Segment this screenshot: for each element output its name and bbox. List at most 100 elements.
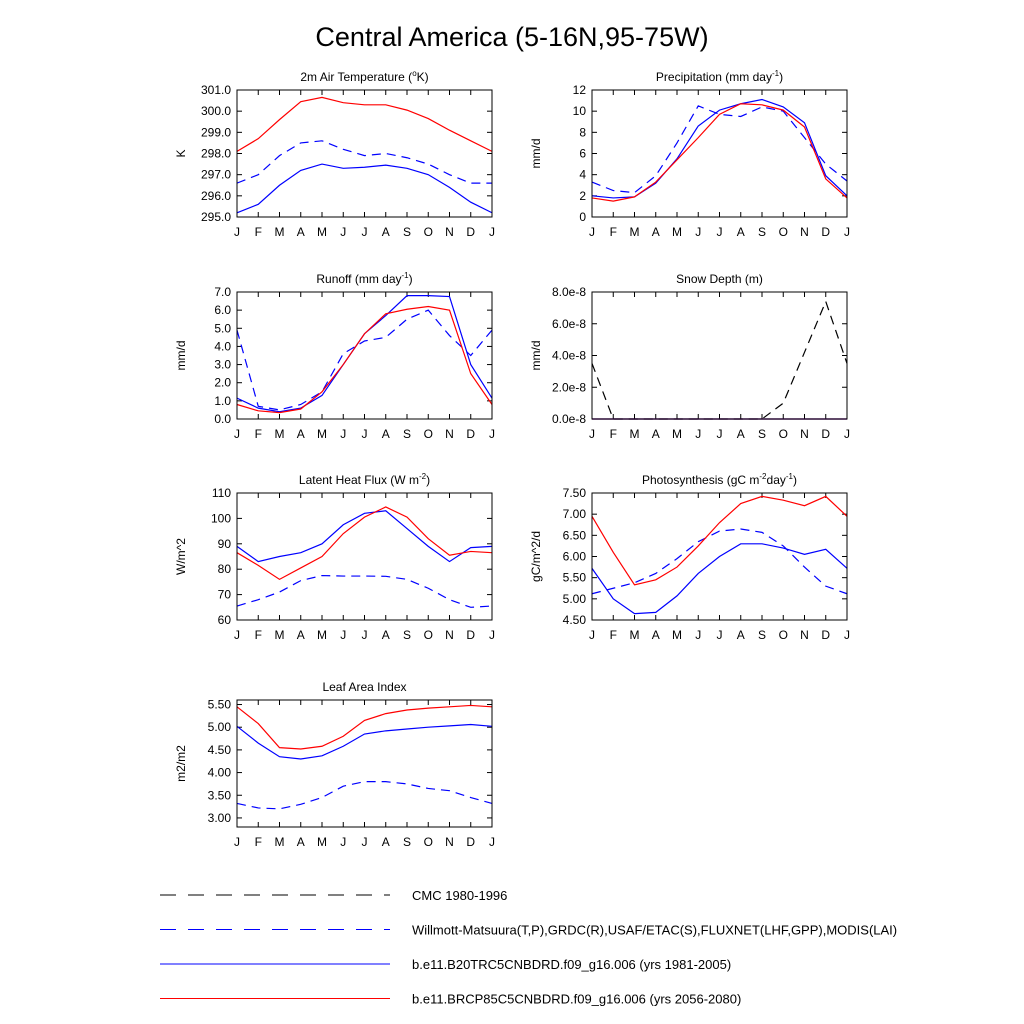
title-part: Latent Heat Flux (W m <box>299 473 419 487</box>
panel-title: Snow Depth (m) <box>676 272 763 286</box>
x-tick-label: F <box>610 628 617 642</box>
y-tick-label: 4 <box>579 168 586 182</box>
x-tick-label: O <box>424 225 433 239</box>
legend-label: Willmott-Matsuura(T,P),GRDC(R),USAF/ETAC… <box>412 923 897 938</box>
y-tick-label: 5.00 <box>563 592 587 606</box>
y-tick-label: 299.0 <box>201 125 231 139</box>
y-tick-label: 297.0 <box>201 168 231 182</box>
x-tick-label: S <box>403 427 411 441</box>
x-tick-label: A <box>737 628 745 642</box>
title-part: Leaf Area Index <box>322 680 406 694</box>
y-tick-label: 301.0 <box>201 83 231 97</box>
x-tick-label: J <box>234 225 240 239</box>
y-tick-label: 80 <box>218 562 232 576</box>
x-tick-label: J <box>844 427 850 441</box>
x-tick-label: A <box>382 628 390 642</box>
x-tick-label: J <box>695 628 701 642</box>
legend-label: b.e11.BRCP85C5CNBDRD.f09_g16.006 (yrs 20… <box>412 992 741 1007</box>
x-tick-label: J <box>234 835 240 849</box>
x-tick-label: A <box>737 427 745 441</box>
y-tick-label: 10 <box>573 104 587 118</box>
title-part: ) <box>779 70 783 84</box>
x-tick-label: J <box>340 628 346 642</box>
series-line <box>591 105 848 194</box>
title-part: K) <box>417 70 429 84</box>
x-tick-label: J <box>489 835 495 849</box>
x-tick-label: J <box>340 835 346 849</box>
x-tick-label: N <box>445 225 454 239</box>
series-line <box>591 528 848 595</box>
y-tick-label: 5.0 <box>214 321 231 335</box>
y-axis-label: mm/d <box>174 341 188 371</box>
title-part: day <box>767 473 786 487</box>
y-tick-label: 12 <box>573 83 587 97</box>
plot-frame <box>591 89 848 218</box>
title-part: -1 <box>402 271 410 280</box>
x-tick-label: J <box>589 427 595 441</box>
y-tick-label: 300.0 <box>201 104 231 118</box>
y-tick-label: 2.0e-8 <box>552 380 586 394</box>
x-tick-label: J <box>589 628 595 642</box>
series-line <box>591 543 848 615</box>
y-tick-label: 6.50 <box>563 528 587 542</box>
x-tick-label: J <box>489 628 495 642</box>
x-tick-label: A <box>382 225 390 239</box>
x-tick-label: J <box>717 628 723 642</box>
title-part: -2 <box>759 472 767 481</box>
panel-title: Latent Heat Flux (W m-2) <box>299 472 430 487</box>
x-tick-label: N <box>445 628 454 642</box>
y-tick-label: 90 <box>218 537 232 551</box>
y-tick-label: 298.0 <box>201 147 231 161</box>
y-tick-label: 4.50 <box>208 743 232 757</box>
panel-title: Precipitation (mm day-1) <box>656 69 783 84</box>
x-tick-label: M <box>630 427 640 441</box>
title-part: -1 <box>772 69 780 78</box>
series-line <box>236 510 493 563</box>
y-axis-label: mm/d <box>529 341 543 371</box>
x-tick-label: S <box>403 835 411 849</box>
x-tick-label: A <box>297 225 305 239</box>
x-tick-label: M <box>275 628 285 642</box>
series-line <box>236 305 493 414</box>
y-tick-label: 60 <box>218 613 232 627</box>
plot-frame <box>591 291 848 420</box>
x-tick-label: J <box>362 225 368 239</box>
x-tick-label: D <box>466 427 475 441</box>
y-axis-label: K <box>174 149 188 157</box>
x-tick-label: M <box>317 225 327 239</box>
title-part: Precipitation (mm day <box>656 70 772 84</box>
x-tick-label: A <box>382 835 390 849</box>
y-tick-label: 7.50 <box>563 486 587 500</box>
y-tick-label: 4.50 <box>563 613 587 627</box>
y-tick-label: 7.0 <box>214 285 231 299</box>
series-line <box>236 295 493 413</box>
plot-frame <box>236 89 493 218</box>
x-tick-label: O <box>424 628 433 642</box>
x-tick-label: M <box>275 427 285 441</box>
series-line <box>591 495 848 586</box>
x-tick-label: A <box>652 427 660 441</box>
x-tick-label: F <box>255 225 262 239</box>
y-tick-label: 8.0e-8 <box>552 285 586 299</box>
y-tick-label: 6.00 <box>563 550 587 564</box>
x-tick-label: M <box>630 225 640 239</box>
y-tick-label: 3.50 <box>208 788 232 802</box>
x-tick-label: J <box>717 427 723 441</box>
x-tick-label: A <box>652 225 660 239</box>
plot-frame <box>236 492 493 621</box>
x-tick-label: O <box>779 427 788 441</box>
x-tick-label: M <box>672 628 682 642</box>
y-tick-label: 6.0e-8 <box>552 317 586 331</box>
x-tick-label: J <box>695 225 701 239</box>
x-tick-label: O <box>424 427 433 441</box>
y-tick-label: 8 <box>579 125 586 139</box>
figure-title: Central America (5-16N,95-75W) <box>315 22 708 52</box>
x-tick-label: D <box>821 225 830 239</box>
panel-title: Runoff (mm day-1) <box>316 271 412 286</box>
x-tick-label: N <box>445 835 454 849</box>
x-tick-label: M <box>317 835 327 849</box>
y-tick-label: 3.0 <box>214 358 231 372</box>
series-line <box>236 163 493 214</box>
y-tick-label: 0.0e-8 <box>552 412 586 426</box>
